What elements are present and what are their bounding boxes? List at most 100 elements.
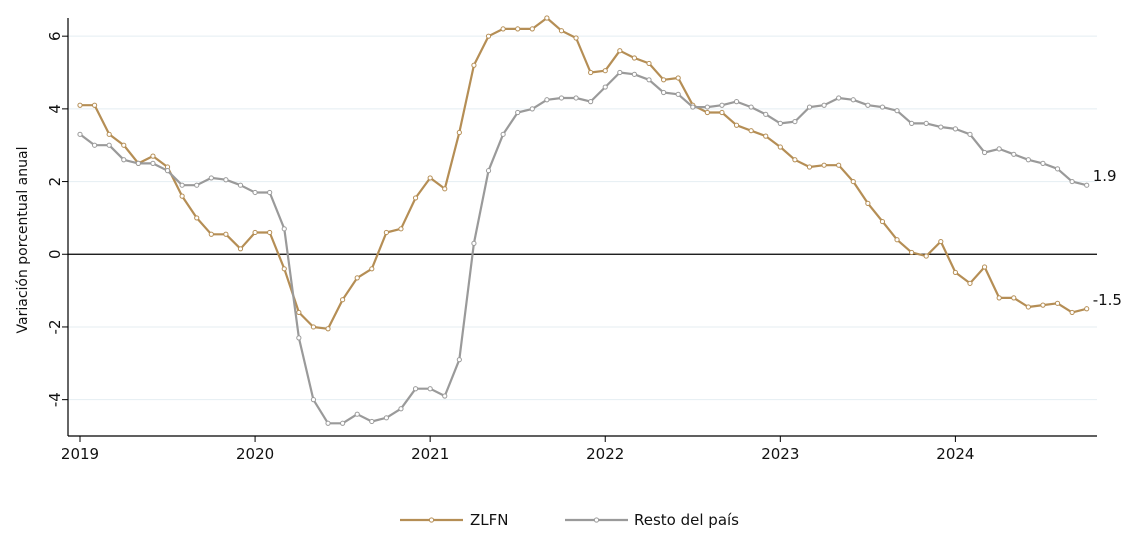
data-point <box>923 253 929 259</box>
data-point <box>981 149 988 156</box>
data-point <box>135 160 141 166</box>
data-point <box>179 193 185 199</box>
data-point <box>938 124 944 130</box>
data-point <box>850 97 856 103</box>
data-point <box>194 182 200 188</box>
x-tick-label: 2019 <box>61 445 99 463</box>
data-point <box>733 99 740 105</box>
data-point <box>442 393 448 399</box>
data-point <box>763 111 769 117</box>
y-tick-label: 2 <box>46 177 64 187</box>
series-resto-del-pais <box>77 69 1090 426</box>
data-point <box>325 326 331 332</box>
data-point <box>909 249 915 256</box>
data-point <box>865 200 871 206</box>
data-point <box>500 26 506 32</box>
data-point <box>836 95 842 101</box>
data-point <box>558 95 565 101</box>
data-point <box>617 48 623 54</box>
y-tick-label: 4 <box>46 104 64 114</box>
y-tick-label: 0 <box>46 249 64 259</box>
data-point <box>500 131 506 137</box>
data-point <box>1040 160 1046 166</box>
x-tick-label: 2020 <box>236 445 274 463</box>
data-point <box>719 102 725 108</box>
data-point <box>865 102 871 108</box>
data-point <box>208 231 214 237</box>
legend: ZLFN Resto del país <box>400 511 739 529</box>
data-point <box>1069 309 1075 316</box>
data-point <box>1025 304 1031 310</box>
legend-label: ZLFN <box>470 511 508 529</box>
data-point <box>369 418 375 425</box>
data-point <box>442 186 448 192</box>
data-point <box>412 195 419 201</box>
data-point <box>340 297 346 303</box>
data-point <box>704 104 710 110</box>
data-point <box>456 357 462 363</box>
data-point <box>763 133 769 139</box>
data-point <box>792 118 798 125</box>
data-point <box>733 122 740 128</box>
data-point <box>1069 178 1075 185</box>
data-point <box>383 229 389 236</box>
data-point <box>661 77 667 83</box>
data-point <box>1011 295 1017 301</box>
data-point <box>456 129 462 136</box>
data-point <box>558 28 565 34</box>
data-point <box>252 229 258 236</box>
series-line <box>79 71 1087 425</box>
data-point <box>325 420 331 426</box>
data-point <box>150 153 156 159</box>
data-point <box>471 62 477 68</box>
data-point <box>91 102 98 108</box>
data-point <box>398 406 404 412</box>
y-tick-label: -4 <box>46 392 64 407</box>
data-point <box>690 104 696 110</box>
data-point <box>252 189 258 196</box>
data-point <box>588 69 594 76</box>
data-point <box>296 309 302 316</box>
data-point <box>631 55 638 61</box>
data-point <box>427 386 433 392</box>
data-point <box>529 26 535 32</box>
data-point <box>267 229 273 236</box>
legend-label: Resto del país <box>634 511 739 529</box>
series-lines <box>77 15 1090 426</box>
data-point <box>1054 166 1061 172</box>
data-point <box>777 144 783 150</box>
legend-marker <box>593 517 600 523</box>
data-point <box>661 89 667 96</box>
data-point <box>1084 182 1090 188</box>
data-point <box>267 189 273 196</box>
data-point <box>806 164 813 170</box>
data-point <box>879 218 886 225</box>
grid-lines <box>68 35 1097 401</box>
series-line <box>80 16 1087 330</box>
data-point <box>223 231 229 237</box>
data-point <box>369 266 375 272</box>
x-tick-label: 2021 <box>411 445 449 463</box>
data-point <box>1011 151 1017 157</box>
data-point <box>296 335 302 341</box>
series-zlfn <box>77 15 1090 332</box>
data-point <box>106 142 112 148</box>
data-point <box>777 120 783 127</box>
x-tick-label: 2023 <box>761 445 799 463</box>
tick-labels: -4 -2 0 2 4 6 2019 2020 2021 2022 2023 2024 -1.5 1.9 <box>46 31 1122 463</box>
data-point <box>675 75 681 81</box>
data-point <box>748 128 754 134</box>
data-point <box>223 177 229 183</box>
data-point <box>631 71 638 77</box>
data-point <box>77 102 83 108</box>
data-point <box>573 35 579 41</box>
data-point <box>602 68 608 74</box>
x-tick-label: 2024 <box>936 445 974 463</box>
data-point <box>281 266 287 272</box>
data-point <box>981 264 988 270</box>
data-point <box>996 146 1002 152</box>
data-point <box>806 104 813 110</box>
y-tick-label: -2 <box>46 319 64 334</box>
legend-marker <box>428 517 435 523</box>
